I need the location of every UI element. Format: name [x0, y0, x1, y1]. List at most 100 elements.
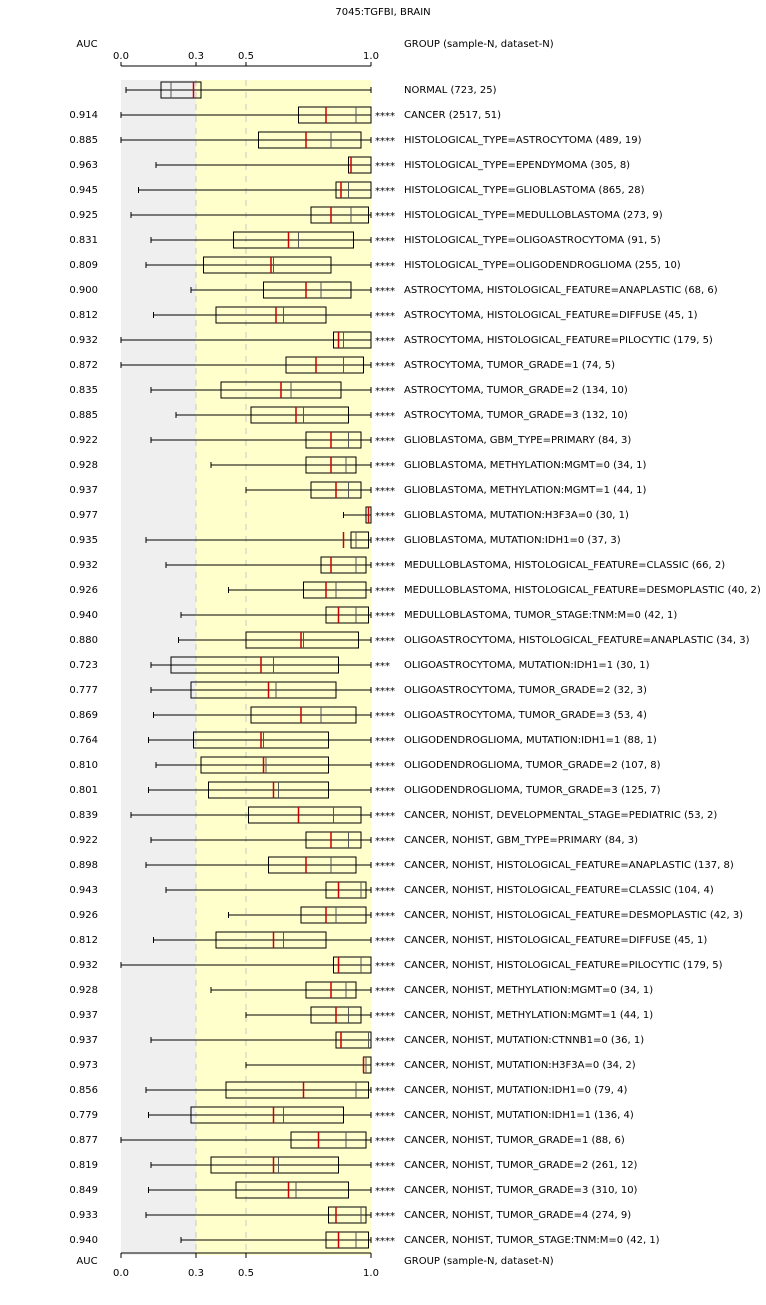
auc-value: 0.932 — [69, 335, 98, 346]
box — [215, 306, 327, 324]
box — [250, 706, 357, 724]
box — [325, 606, 369, 624]
auc-value: 0.779 — [69, 1110, 98, 1121]
auc-value: 0.914 — [69, 110, 98, 121]
group-label: ASTROCYTOMA, HISTOLOGICAL_FEATURE=DIFFUS… — [404, 310, 698, 321]
group-label: CANCER, NOHIST, MUTATION:IDH1=1 (136, 4) — [404, 1110, 634, 1121]
box — [210, 1156, 339, 1174]
group-label: OLIGOASTROCYTOMA, MUTATION:IDH1=1 (30, 1… — [404, 660, 650, 671]
group-label: CANCER, NOHIST, TUMOR_GRADE=2 (261, 12) — [404, 1160, 638, 1171]
auc-value: 0.872 — [69, 360, 98, 371]
auc-value: 0.935 — [69, 535, 98, 546]
significance: **** — [375, 711, 395, 722]
group-label: HISTOLOGICAL_TYPE=ASTROCYTOMA (489, 19) — [404, 135, 642, 146]
significance: **** — [375, 961, 395, 972]
auc-value: 0.869 — [69, 710, 98, 721]
significance: **** — [375, 536, 395, 547]
box — [190, 681, 337, 699]
auc-value: 0.777 — [69, 685, 98, 696]
box — [268, 856, 357, 874]
x-tick-label: 0.0 — [113, 1268, 129, 1279]
significance: **** — [375, 736, 395, 747]
significance: **** — [375, 1036, 395, 1047]
x-tick-label: 0.5 — [238, 51, 254, 62]
significance: **** — [375, 636, 395, 647]
significance: **** — [375, 286, 395, 297]
group-label: CANCER, NOHIST, HISTOLOGICAL_FEATURE=CLA… — [404, 885, 714, 896]
group-label: MEDULLOBLASTOMA, HISTOLOGICAL_FEATURE=DE… — [404, 585, 761, 596]
box — [258, 131, 362, 149]
box — [160, 81, 202, 99]
significance: **** — [375, 161, 395, 172]
group-label: MEDULLOBLASTOMA, TUMOR_STAGE:TNM:M=0 (42… — [404, 610, 677, 621]
significance: **** — [375, 811, 395, 822]
box — [285, 356, 364, 374]
significance: **** — [375, 936, 395, 947]
group-label: CANCER, NOHIST, HISTOLOGICAL_FEATURE=PIL… — [404, 960, 723, 971]
auc-value: 0.932 — [69, 960, 98, 971]
auc-header: AUC — [76, 39, 97, 50]
group-label: ASTROCYTOMA, TUMOR_GRADE=1 (74, 5) — [404, 360, 615, 371]
auc-value: 0.963 — [69, 160, 98, 171]
box — [325, 881, 367, 899]
significance: **** — [375, 1186, 395, 1197]
auc-value: 0.880 — [69, 635, 98, 646]
chart-title: 7045:TGFBI, BRAIN — [335, 7, 430, 18]
box — [235, 1181, 349, 1199]
group-header: GROUP (sample-N, dataset-N) — [404, 1256, 554, 1267]
auc-value: 0.898 — [69, 860, 98, 871]
auc-value: 0.835 — [69, 385, 98, 396]
box — [290, 1131, 367, 1149]
group-label: CANCER, NOHIST, TUMOR_GRADE=4 (274, 9) — [404, 1210, 631, 1221]
box — [208, 781, 329, 799]
group-label: CANCER, NOHIST, MUTATION:IDH1=0 (79, 4) — [404, 1085, 627, 1096]
significance: **** — [375, 1236, 395, 1247]
box — [333, 331, 372, 349]
auc-value: 0.926 — [69, 585, 98, 596]
box — [320, 556, 367, 574]
group-label: OLIGOASTROCYTOMA, HISTOLOGICAL_FEATURE=A… — [404, 635, 750, 646]
significance: **** — [375, 511, 395, 522]
group-label: ASTROCYTOMA, TUMOR_GRADE=3 (132, 10) — [404, 410, 628, 421]
box — [300, 906, 367, 924]
x-tick-label: 1.0 — [363, 1268, 379, 1279]
group-label: GLIOBLASTOMA, MUTATION:H3F3A=0 (30, 1) — [404, 510, 629, 521]
x-tick-label: 0.0 — [113, 51, 129, 62]
significance: **** — [375, 411, 395, 422]
auc-value: 0.933 — [69, 1210, 98, 1221]
group-label: ASTROCYTOMA, HISTOLOGICAL_FEATURE=ANAPLA… — [404, 285, 718, 296]
significance: **** — [375, 786, 395, 797]
auc-value: 0.819 — [69, 1160, 98, 1171]
group-label: CANCER, NOHIST, MUTATION:CTNNB1=0 (36, 1… — [404, 1035, 644, 1046]
group-label: GLIOBLASTOMA, GBM_TYPE=PRIMARY (84, 3) — [404, 435, 631, 446]
auc-value: 0.809 — [69, 260, 98, 271]
box — [225, 1081, 369, 1099]
group-label: OLIGOASTROCYTOMA, TUMOR_GRADE=3 (53, 4) — [404, 710, 647, 721]
significance: **** — [375, 461, 395, 472]
group-header: GROUP (sample-N, dataset-N) — [404, 39, 554, 50]
group-label: GLIOBLASTOMA, METHYLATION:MGMT=0 (34, 1) — [404, 460, 647, 471]
group-label: CANCER, NOHIST, HISTOLOGICAL_FEATURE=DIF… — [404, 935, 707, 946]
group-label: HISTOLOGICAL_TYPE=OLIGOASTROCYTOMA (91, … — [404, 235, 661, 246]
box — [200, 756, 329, 774]
auc-value: 0.925 — [69, 210, 98, 221]
box — [335, 1031, 372, 1049]
box — [333, 956, 372, 974]
auc-value: 0.922 — [69, 835, 98, 846]
significance: **** — [375, 1161, 395, 1172]
group-label: CANCER, NOHIST, TUMOR_STAGE:TNM:M=0 (42,… — [404, 1235, 660, 1246]
group-label: OLIGODENDROGLIOMA, TUMOR_GRADE=2 (107, 8… — [404, 760, 661, 771]
auc-value: 0.932 — [69, 560, 98, 571]
auc-value: 0.943 — [69, 885, 98, 896]
auc-value: 0.977 — [69, 510, 98, 521]
x-tick-label: 1.0 — [363, 51, 379, 62]
box — [203, 256, 332, 274]
significance: **** — [375, 911, 395, 922]
significance: **** — [375, 561, 395, 572]
box — [215, 931, 327, 949]
box — [170, 656, 339, 674]
x-tick-label: 0.3 — [188, 51, 204, 62]
auc-value: 0.937 — [69, 1035, 98, 1046]
significance: **** — [375, 136, 395, 147]
significance: **** — [375, 886, 395, 897]
